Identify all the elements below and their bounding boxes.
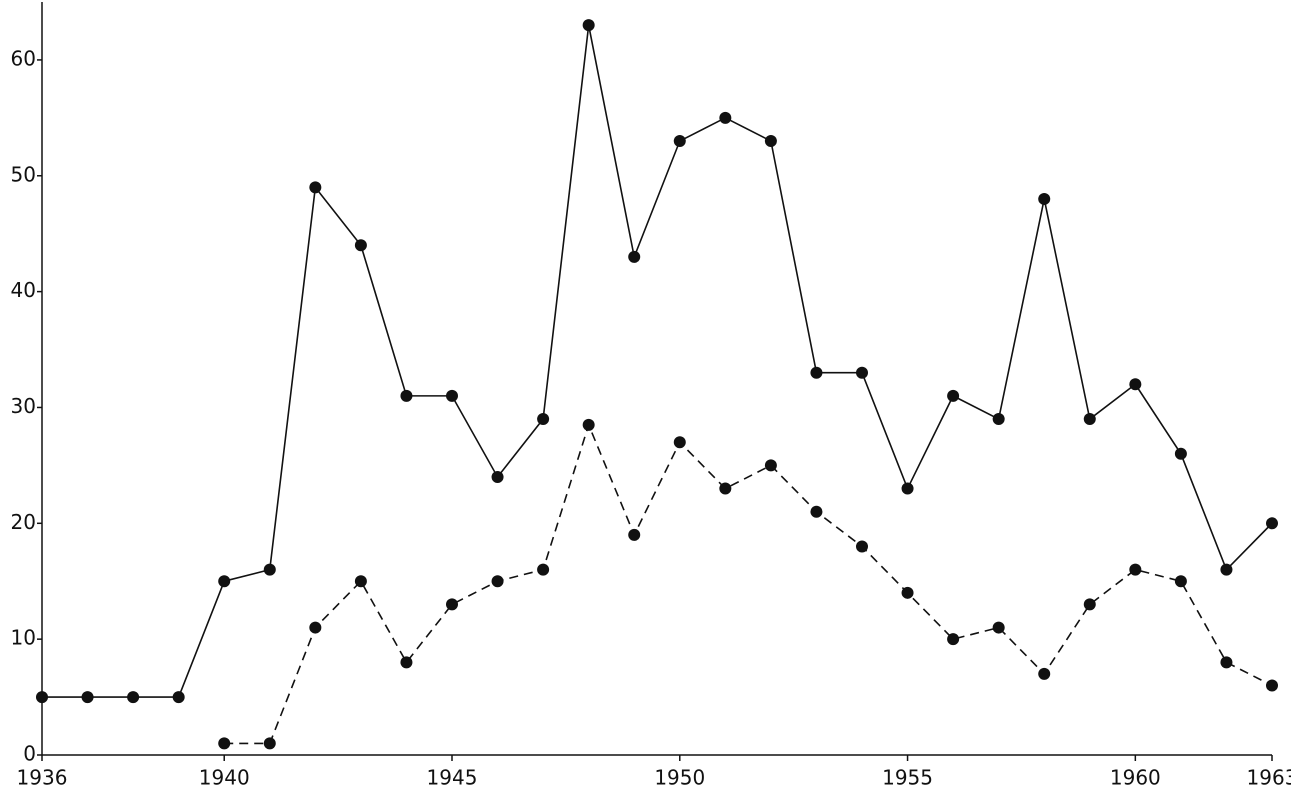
data-point	[582, 418, 595, 431]
data-point	[901, 482, 914, 495]
data-point	[309, 621, 322, 634]
data-point	[764, 459, 777, 472]
y-tick-label: 60	[11, 46, 36, 70]
x-tick-label: 1963	[1247, 766, 1291, 790]
data-point	[1129, 563, 1142, 576]
x-tick-label: 1945	[427, 766, 478, 790]
series-line	[42, 25, 1273, 698]
data-point	[810, 366, 823, 379]
data-point	[901, 586, 914, 599]
data-point	[947, 389, 960, 402]
data-point	[1038, 667, 1051, 680]
data-point	[992, 413, 1005, 426]
x-tick-label: 1940	[199, 766, 250, 790]
y-tick-label: 0	[23, 742, 36, 766]
data-point	[1220, 563, 1233, 576]
y-tick-label: 20	[11, 510, 36, 534]
data-point	[1174, 575, 1187, 588]
y-tick-label: 40	[11, 278, 36, 302]
data-point	[719, 482, 732, 495]
y-tick-label: 50	[11, 162, 36, 186]
data-point	[628, 528, 641, 541]
data-point	[81, 691, 94, 704]
data-point	[263, 563, 276, 576]
data-point	[764, 135, 777, 148]
data-point	[263, 737, 276, 750]
data-point	[354, 575, 367, 588]
data-point	[218, 737, 231, 750]
data-point	[172, 691, 185, 704]
data-point	[1038, 192, 1051, 205]
data-point	[1266, 679, 1278, 692]
data-point	[1129, 378, 1142, 391]
x-tick-label: 1936	[17, 766, 68, 790]
data-point	[810, 505, 823, 518]
x-tick-label: 1955	[882, 766, 933, 790]
data-point	[719, 111, 732, 124]
data-point	[537, 413, 550, 426]
x-tick-label: 1950	[654, 766, 705, 790]
data-point	[1083, 598, 1096, 611]
data-point	[1266, 517, 1278, 530]
data-point	[127, 691, 140, 704]
data-point	[856, 540, 868, 553]
data-point	[491, 575, 504, 588]
data-point	[400, 389, 413, 402]
data-point	[673, 436, 686, 449]
data-point	[1083, 413, 1096, 426]
x-tick-label: 1960	[1110, 766, 1161, 790]
data-point	[309, 181, 322, 194]
data-point	[947, 633, 960, 646]
data-point	[537, 563, 550, 576]
data-point	[400, 656, 413, 669]
data-point	[446, 598, 458, 611]
y-tick-label: 30	[11, 394, 36, 418]
data-point	[856, 366, 868, 379]
data-point	[992, 621, 1005, 634]
data-point	[491, 470, 504, 483]
y-tick-label: 10	[11, 626, 36, 650]
data-point	[354, 239, 367, 252]
data-point	[1174, 447, 1187, 460]
data-point	[582, 19, 595, 32]
data-point	[673, 135, 686, 148]
data-point	[628, 250, 641, 263]
data-point	[446, 389, 458, 402]
data-point	[36, 691, 48, 704]
data-point	[218, 575, 231, 588]
data-point	[1220, 656, 1233, 669]
series-line	[224, 422, 1273, 745]
